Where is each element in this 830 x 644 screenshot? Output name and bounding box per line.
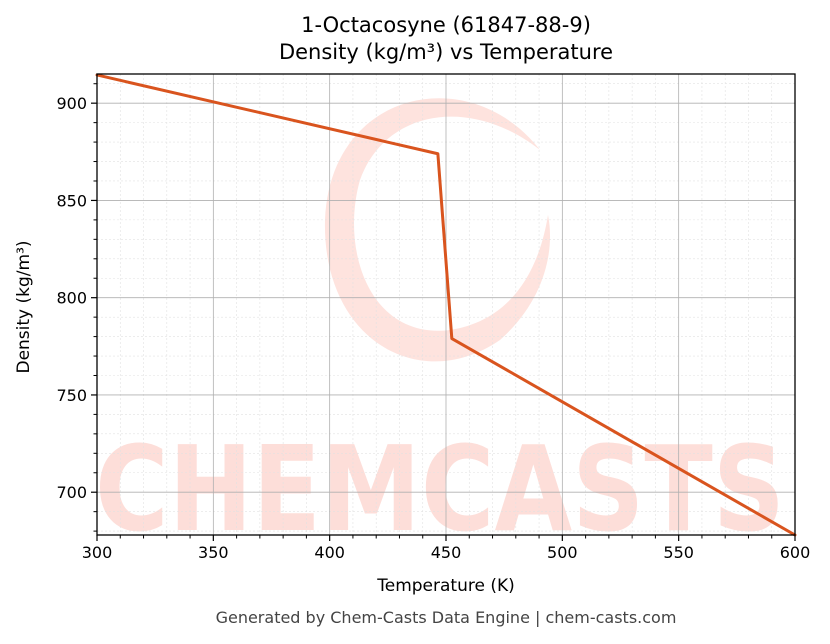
y-tick-label: 800 [56,289,87,308]
x-tick-label: 600 [780,543,811,562]
x-tick-label: 300 [82,543,113,562]
x-tick-label: 550 [663,543,694,562]
x-tick-label: 500 [547,543,578,562]
chart-title: 1-Octacosyne (61847-88-9) [301,13,591,37]
axis-tick-labels: 300 350 400 450 500 550 600 700 750 800 850 900 [56,94,810,562]
y-tick-label: 850 [56,191,87,210]
chart-subtitle: Density (kg/m³) vs Temperature [278,40,614,64]
watermark-swoosh [324,98,551,362]
x-tick-label: 350 [198,543,229,562]
y-tick-label: 750 [56,386,87,405]
watermark-text: CHEMCASTS [95,420,785,558]
y-tick-label: 700 [56,483,87,502]
x-tick-label: 450 [431,543,462,562]
axis-ticks [91,83,796,541]
y-tick-label: 900 [56,94,87,113]
x-tick-label: 400 [314,543,345,562]
density-series-line [95,73,797,537]
x-axis-label: Temperature (K) [377,576,515,596]
y-axis-label: Density (kg/m³) [14,240,34,374]
footer-credit: Generated by Chem-Casts Data Engine | ch… [215,608,677,627]
series-layer [95,73,797,537]
